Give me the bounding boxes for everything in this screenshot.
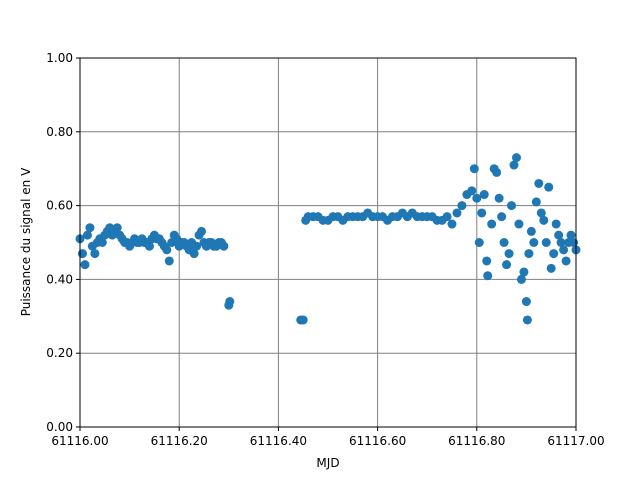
x-tick-label: 61116.60 [349, 434, 406, 448]
point [504, 249, 514, 259]
point [487, 219, 497, 229]
point [80, 260, 90, 270]
y-tick-label: 0.40 [46, 272, 73, 286]
point [164, 256, 174, 266]
point [521, 297, 531, 307]
x-tick-label: 61116.20 [151, 434, 208, 448]
point [219, 241, 229, 251]
x-tick-label: 61117.00 [547, 434, 604, 448]
point [502, 260, 512, 270]
point [457, 201, 467, 211]
point [511, 153, 521, 163]
point [549, 249, 559, 259]
point [529, 238, 539, 247]
y-tick-label: 0.00 [46, 420, 73, 434]
point [531, 197, 541, 207]
x-axis-label: MJD [316, 456, 339, 470]
point [522, 315, 532, 325]
point [499, 238, 509, 247]
point [474, 238, 484, 247]
point [447, 219, 457, 229]
point [82, 230, 92, 240]
y-tick-label: 1.00 [46, 51, 73, 65]
point [469, 164, 479, 174]
point [77, 249, 87, 259]
point [90, 249, 100, 259]
point [544, 182, 554, 192]
point [225, 297, 235, 307]
plot-frame [79, 57, 577, 428]
point [197, 226, 207, 236]
point [539, 215, 549, 225]
point [477, 208, 487, 218]
point [541, 238, 551, 247]
point [494, 193, 504, 203]
point [514, 219, 524, 229]
point [452, 208, 462, 218]
point [516, 274, 526, 284]
point [561, 256, 571, 266]
y-axis-label: Puissance du signal en V [19, 167, 33, 316]
point [97, 238, 107, 247]
point [298, 315, 308, 325]
point [534, 178, 544, 188]
point [483, 271, 493, 281]
point [192, 241, 202, 251]
x-tick-label: 61116.00 [51, 434, 108, 448]
y-tick-label: 0.80 [46, 125, 73, 139]
point [524, 249, 534, 259]
point [519, 267, 529, 277]
point [551, 219, 561, 229]
point [509, 160, 519, 170]
point [442, 212, 452, 222]
point [536, 208, 546, 218]
x-tick-label: 61116.40 [250, 434, 307, 448]
point [112, 223, 122, 233]
point [189, 249, 199, 259]
point [556, 238, 566, 247]
point [492, 167, 502, 177]
point [472, 193, 482, 203]
point [559, 245, 569, 255]
point [546, 263, 556, 273]
point [526, 226, 536, 236]
y-tick-label: 0.60 [46, 199, 73, 213]
point [554, 230, 564, 240]
point [467, 186, 477, 196]
point [507, 201, 517, 211]
point [497, 212, 507, 222]
y-tick-label: 0.20 [46, 346, 73, 360]
point [85, 223, 95, 233]
x-tick-label: 61116.80 [448, 434, 505, 448]
point [144, 241, 154, 251]
point [479, 190, 489, 200]
point [162, 245, 172, 255]
point [482, 256, 492, 266]
point [566, 230, 576, 240]
